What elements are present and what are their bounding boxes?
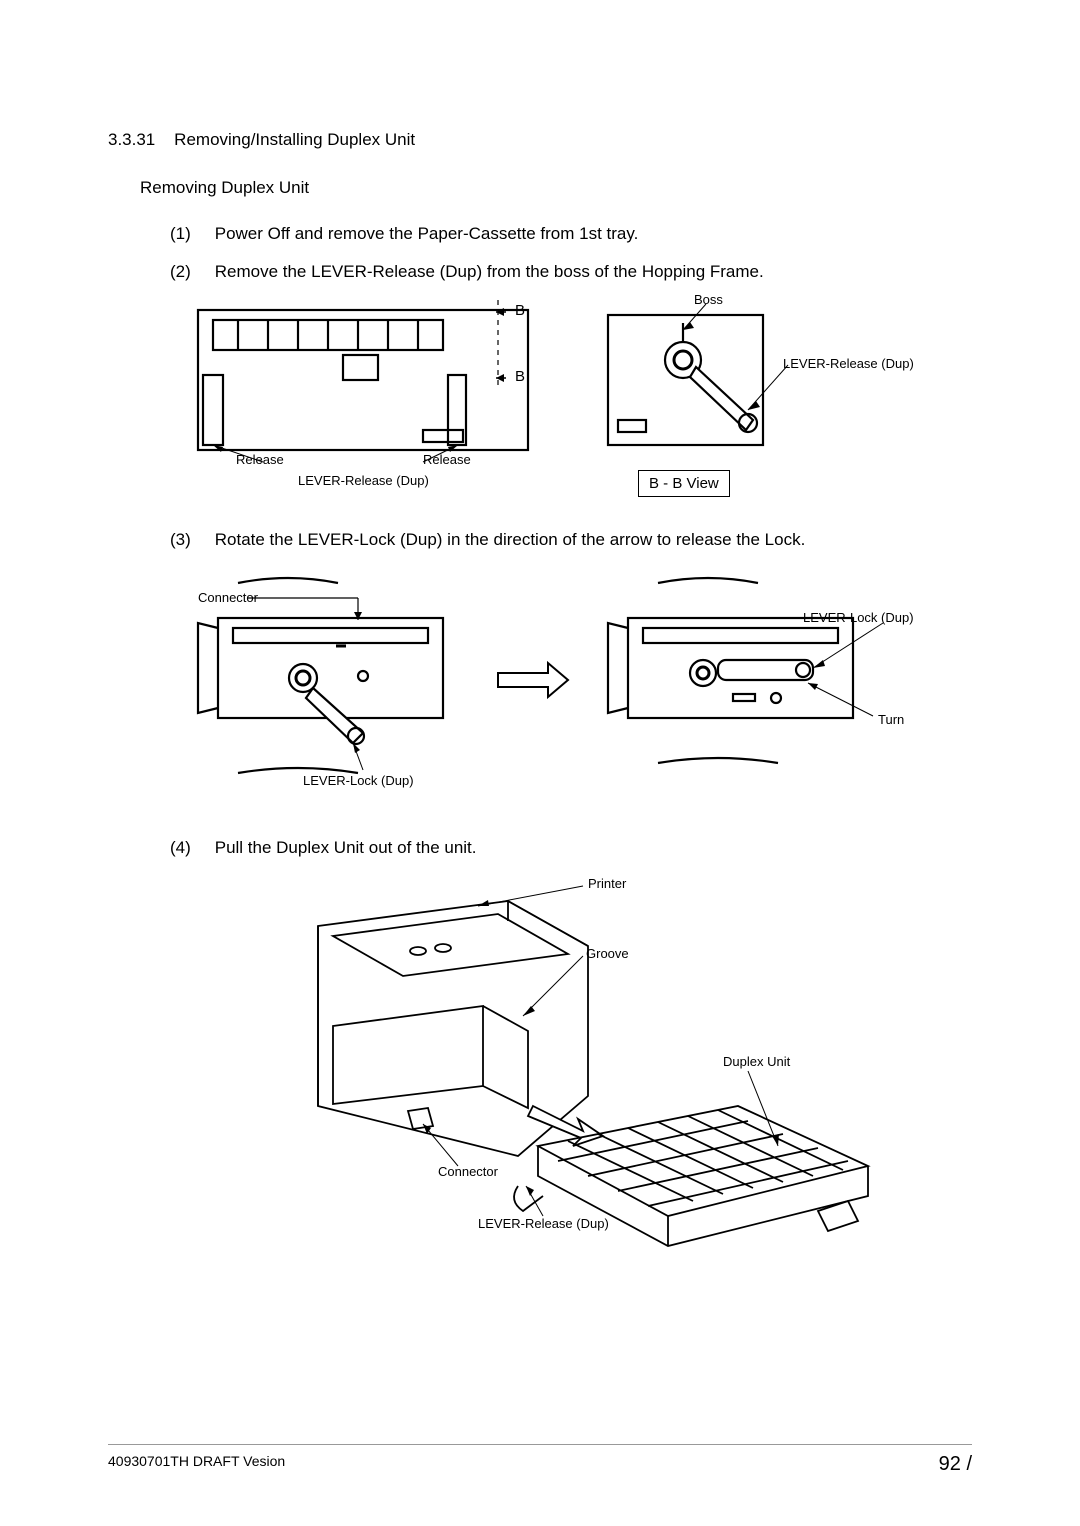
step-3-num: (3) <box>170 530 210 550</box>
step-1-num: (1) <box>170 224 210 244</box>
step-2-text: Remove the LEVER-Release (Dup) from the … <box>215 262 764 281</box>
subsection-title: Removing Duplex Unit <box>140 178 972 198</box>
label-lever-lock-left: LEVER-Lock (Dup) <box>303 773 414 788</box>
step-4-num: (4) <box>170 838 210 858</box>
label-release-right: Release <box>423 452 471 467</box>
section-number: 3.3.31 <box>108 130 155 149</box>
step-1-text: Power Off and remove the Paper-Cassette … <box>215 224 639 243</box>
step-2: (2) Remove the LEVER-Release (Dup) from … <box>170 262 972 282</box>
step-3-text: Rotate the LEVER-Lock (Dup) in the direc… <box>215 530 806 549</box>
figure-3: Printer Groove Duplex Unit Connector LEV… <box>188 876 928 1256</box>
footer-page-number: 92 / <box>939 1453 972 1476</box>
bb-view-box: B - B View <box>638 470 730 497</box>
label-duplex-unit: Duplex Unit <box>723 1054 790 1069</box>
footer-left: 40930701TH DRAFT Vesion <box>108 1453 285 1476</box>
figure-1: B B Boss LEVER-Release (Dup) Release Rel… <box>188 300 928 500</box>
label-lever-release-bottom: LEVER-Release (Dup) <box>298 473 429 488</box>
label-lever-release-right: LEVER-Release (Dup) <box>783 356 914 371</box>
section-title: Removing/Installing Duplex Unit <box>174 130 415 149</box>
figure-2-svg <box>188 568 928 808</box>
step-2-num: (2) <box>170 262 210 282</box>
label-lever-release-3: LEVER-Release (Dup) <box>478 1216 609 1231</box>
page-footer: 40930701TH DRAFT Vesion 92 / <box>108 1444 972 1476</box>
figure-2: Connector LEVER-Lock (Dup) LEVER-Lock (D… <box>188 568 928 808</box>
label-b-mid: B <box>515 368 525 385</box>
section-heading: 3.3.31 Removing/Installing Duplex Unit <box>108 130 972 150</box>
label-connector-2: Connector <box>198 590 258 605</box>
label-groove: Groove <box>586 946 629 961</box>
label-printer: Printer <box>588 876 626 891</box>
figure-3-svg <box>188 876 928 1256</box>
label-b-top: B <box>515 302 525 319</box>
label-connector-3: Connector <box>438 1164 498 1179</box>
step-3: (3) Rotate the LEVER-Lock (Dup) in the d… <box>170 530 972 550</box>
step-1: (1) Power Off and remove the Paper-Casse… <box>170 224 972 244</box>
label-release-left: Release <box>236 452 284 467</box>
label-lever-lock-right: LEVER-Lock (Dup) <box>803 610 914 625</box>
step-4: (4) Pull the Duplex Unit out of the unit… <box>170 838 972 858</box>
label-turn: Turn <box>878 712 904 727</box>
step-4-text: Pull the Duplex Unit out of the unit. <box>215 838 477 857</box>
label-boss: Boss <box>694 292 723 307</box>
